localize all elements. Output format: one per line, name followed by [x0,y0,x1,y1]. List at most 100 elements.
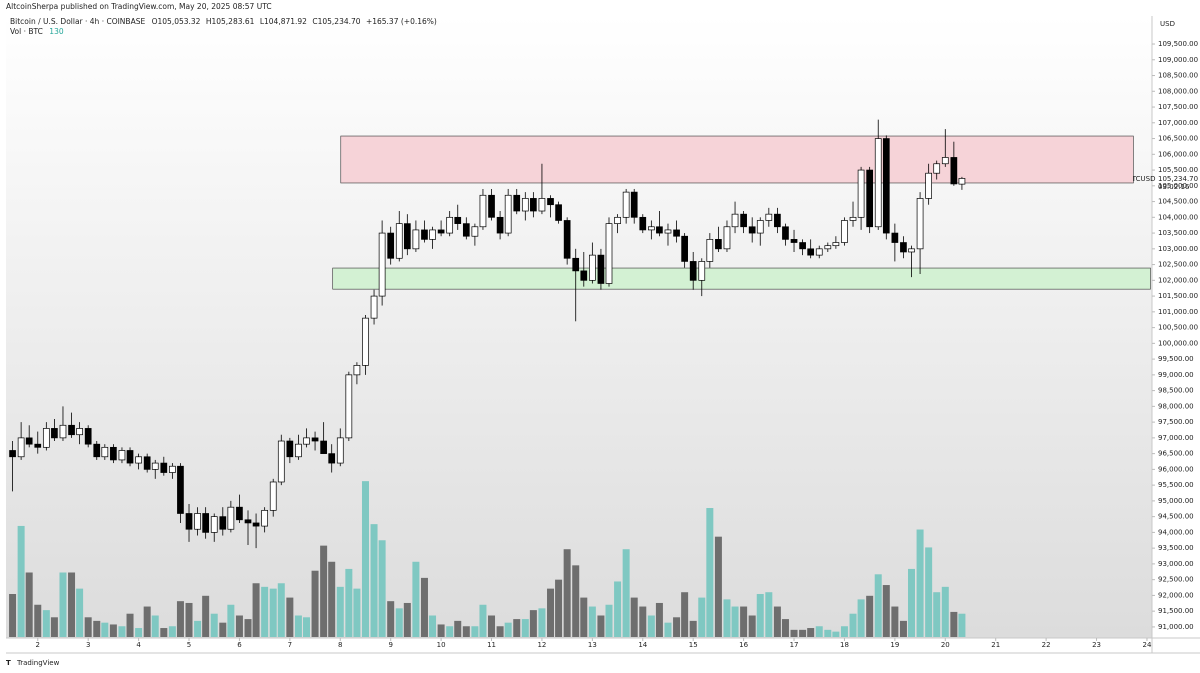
volume-bar [496,626,504,637]
volume-bar [916,529,924,637]
candle-body [17,437,25,458]
candle-body [731,213,739,228]
volume-bar [118,626,126,637]
candle-body [647,226,655,231]
volume-header: Vol · BTC 130 [10,27,64,36]
candle-body [958,178,966,185]
candle-body [328,453,336,464]
volume-bar [673,617,681,637]
volume-bar [328,561,336,637]
x-tick-label: 20 [941,641,950,649]
x-tick-label: 22 [1042,641,1051,649]
candle-body [740,213,747,228]
volume-bar [647,615,655,637]
publisher: AltcoinSherpa published on TradingView.c… [6,2,272,11]
y-tick-label: 96,000.00 [1158,465,1194,473]
volume-bar [773,606,781,637]
candle-body [681,235,688,262]
y-tick-label: 98,000.00 [1158,402,1194,410]
candle-body [723,226,731,250]
volume-bar [446,626,454,637]
candle-body [756,220,764,234]
volume-bar [521,619,529,637]
y-tick-label: 108,000.00 [1158,87,1198,95]
y-tick-label: 97,500.00 [1158,418,1194,426]
candle-body [807,248,815,256]
candle-body [950,157,958,185]
volume-bar [294,615,302,637]
currency: USD [1160,20,1175,28]
volume-bar [882,585,890,637]
volume-bar [471,626,479,637]
candle-body [118,450,126,461]
candle-body [706,239,714,262]
candle-body [815,248,823,256]
y-tick-label: 96,500.00 [1158,450,1194,458]
ohlc-key: C [312,17,317,26]
symbol-label: BTCUSD [1127,175,1156,183]
volume-bar [630,597,638,637]
candle-body [563,220,571,259]
y-tick-label: 95,500.00 [1158,481,1194,489]
candle-body [589,254,596,281]
volume-bar [277,583,285,637]
y-tick-label: 103,000.00 [1158,245,1198,253]
candle-body [378,232,386,297]
candle-body [252,522,260,527]
y-tick-label: 109,000.00 [1158,56,1198,64]
candle-body [765,213,773,221]
candle-body [488,194,495,218]
volume-bar [76,588,84,637]
volume-bar [235,615,243,637]
volume-bar [681,592,689,637]
volume-bar [261,586,269,637]
volume-bar [605,604,613,637]
volume-bar [286,597,294,637]
volume-bar [210,613,218,637]
y-tick-label: 99,500.00 [1158,355,1194,363]
candle-body [244,519,252,524]
volume-bar [42,610,50,637]
volume-bar [639,606,647,637]
candle-body [84,428,92,445]
candle-body [303,437,310,445]
candle-body [782,226,789,240]
volume-label: Vol · BTC [10,27,43,36]
volume-bar [706,508,714,637]
ohlc-key: H [206,17,212,26]
volume-bar [655,602,663,637]
candle-body [471,226,479,237]
candle-body [504,194,512,234]
y-tick-label: 100,000.00 [1158,339,1198,347]
candle-body [160,462,168,473]
y-tick-label: 107,500.00 [1158,103,1198,111]
y-tick-label: 108,500.00 [1158,72,1198,80]
candle-body [513,194,521,212]
candle-body [496,216,504,234]
candle-body [429,229,436,240]
x-tick-label: 15 [689,641,698,649]
x-tick-label: 12 [537,641,546,649]
volume-bar [244,619,252,637]
volume-bar [202,595,210,637]
candle-body [622,191,630,218]
volume-bar [361,481,369,637]
candle-body [169,465,176,473]
volume-bar [227,604,235,637]
candle-body [227,506,235,530]
candle-body [261,509,268,527]
y-tick-label: 94,000.00 [1158,528,1194,536]
candle-body [110,446,117,461]
volume-bar [59,572,67,637]
volume-bar [723,599,731,637]
volume-bar [311,570,319,637]
candle-body [219,516,227,530]
y-tick-label: 105,500.00 [1158,166,1198,174]
x-tick-label: 3 [86,641,90,649]
volume-bar [420,577,428,637]
candle-body [101,446,109,458]
candle-body [841,220,848,243]
volume-bar [109,624,117,637]
candle-body [295,443,302,458]
volume-bar [765,592,773,637]
